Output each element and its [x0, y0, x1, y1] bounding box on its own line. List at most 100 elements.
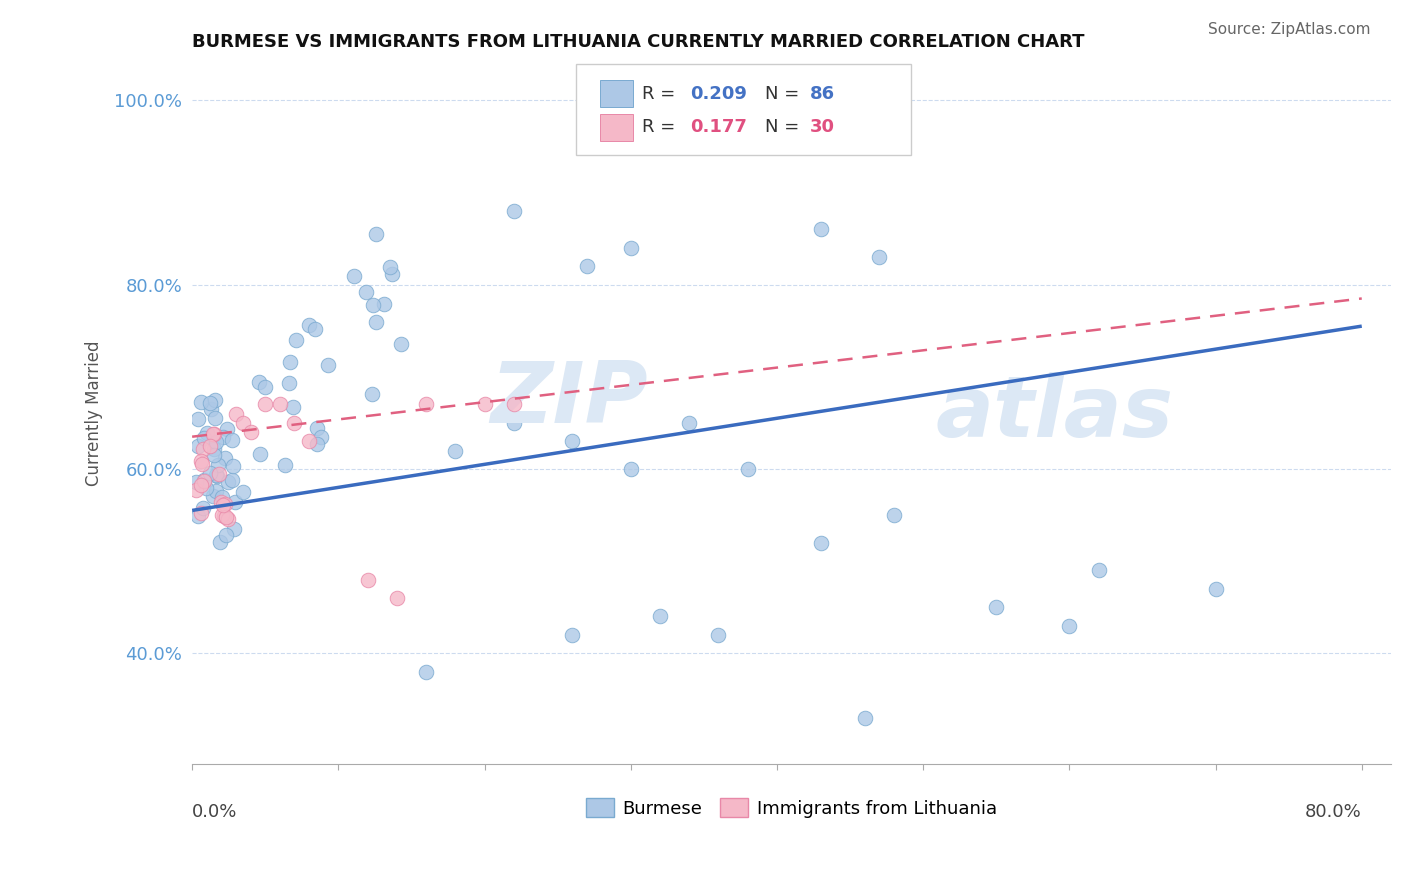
FancyBboxPatch shape	[576, 63, 911, 154]
Point	[222, 522, 245, 536]
Text: 0.0%: 0.0%	[193, 803, 238, 821]
Text: 0.209: 0.209	[690, 85, 747, 103]
Text: ZIP: ZIP	[491, 359, 648, 442]
Point	[224, 495, 246, 509]
Text: BURMESE VS IMMIGRANTS FROM LITHUANIA CURRENTLY MARRIED CORRELATION CHART: BURMESE VS IMMIGRANTS FROM LITHUANIA CUR…	[193, 33, 1084, 51]
Point	[184, 475, 207, 489]
Bar	[600, 114, 633, 141]
Point	[1087, 563, 1109, 577]
Point	[366, 227, 388, 242]
Point	[381, 267, 404, 281]
Legend: Burmese, Immigrants from Lithuania: Burmese, Immigrants from Lithuania	[579, 791, 1004, 825]
Point	[378, 260, 401, 275]
Point	[201, 489, 224, 503]
Point	[191, 442, 214, 457]
Point	[202, 427, 225, 442]
Point	[316, 358, 339, 372]
Point	[415, 397, 437, 411]
Point	[205, 434, 228, 449]
Point	[273, 458, 295, 472]
Point	[307, 421, 329, 435]
Point	[247, 375, 270, 389]
Point	[356, 573, 378, 587]
Text: 0.177: 0.177	[690, 119, 747, 136]
Point	[304, 322, 326, 336]
Point	[620, 462, 643, 476]
Y-axis label: Currently Married: Currently Married	[86, 341, 103, 486]
Point	[254, 397, 277, 411]
Point	[217, 475, 239, 489]
Point	[214, 510, 236, 524]
Point	[502, 416, 524, 430]
Point	[200, 396, 222, 410]
Point	[1205, 582, 1227, 596]
Point	[187, 509, 209, 524]
Point	[211, 508, 233, 522]
Text: R =: R =	[641, 119, 681, 136]
Text: 80.0%: 80.0%	[1305, 803, 1362, 821]
Point	[225, 407, 247, 421]
Point	[305, 437, 328, 451]
Point	[204, 393, 226, 408]
Point	[207, 458, 229, 473]
Point	[253, 380, 276, 394]
Point	[343, 269, 366, 284]
Point	[204, 467, 226, 482]
Point	[239, 425, 262, 439]
Point	[201, 427, 224, 442]
Point	[232, 485, 254, 500]
Point	[204, 483, 226, 498]
Point	[214, 497, 236, 511]
Point	[1059, 618, 1081, 632]
Point	[202, 448, 225, 462]
Point	[200, 402, 222, 417]
Text: N =: N =	[765, 119, 806, 136]
Point	[285, 333, 308, 347]
Point	[202, 442, 225, 457]
Text: 30: 30	[810, 119, 835, 136]
Point	[211, 490, 233, 504]
Point	[193, 501, 215, 516]
Point	[810, 535, 832, 549]
Point	[215, 528, 238, 542]
Point	[212, 499, 235, 513]
Point	[678, 416, 700, 430]
Point	[561, 628, 583, 642]
Point	[208, 535, 231, 549]
Point	[278, 355, 301, 369]
Point	[385, 591, 408, 605]
Point	[298, 434, 321, 449]
Point	[361, 298, 384, 312]
Point	[190, 457, 212, 471]
Point	[221, 433, 243, 447]
Text: 86: 86	[810, 85, 835, 103]
Point	[810, 222, 832, 236]
Point	[281, 401, 304, 415]
Point	[221, 474, 243, 488]
Point	[561, 434, 583, 449]
Point	[648, 609, 671, 624]
Point	[232, 416, 254, 430]
Point	[249, 447, 271, 461]
Point	[190, 477, 212, 491]
Point	[444, 443, 467, 458]
Point	[883, 508, 905, 522]
Point	[214, 451, 236, 466]
Point	[707, 628, 730, 642]
Text: N =: N =	[765, 85, 806, 103]
Point	[853, 711, 876, 725]
Point	[986, 600, 1008, 615]
Point	[277, 376, 299, 391]
Point	[190, 394, 212, 409]
Point	[502, 203, 524, 218]
Point	[187, 439, 209, 453]
Point	[298, 318, 321, 333]
Point	[309, 430, 332, 444]
Text: atlas: atlas	[935, 372, 1174, 455]
Point	[208, 467, 231, 482]
Text: R =: R =	[641, 85, 681, 103]
Point	[217, 512, 239, 526]
Point	[415, 665, 437, 679]
Point	[474, 397, 496, 411]
Point	[198, 439, 221, 453]
